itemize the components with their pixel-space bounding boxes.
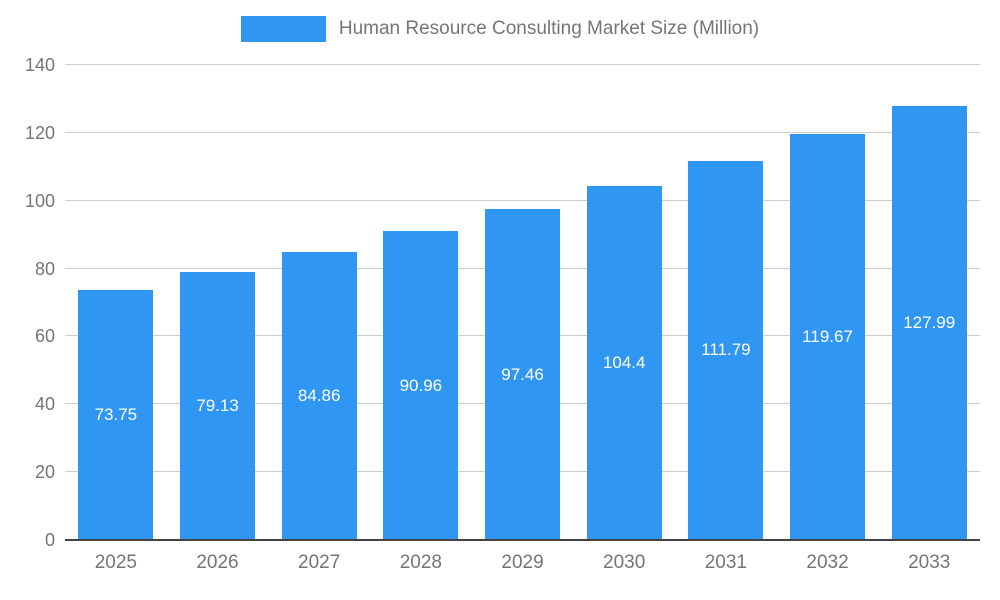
x-axis-labels: 2025 2026 2027 2028 2029 2030 2031 2032 2033	[65, 552, 980, 574]
x-tick-label: 2031	[704, 552, 747, 573]
bar-group: 79.13	[167, 65, 269, 540]
bar: 79.13	[179, 271, 256, 540]
bar-group: 104.4	[573, 65, 675, 540]
bar: 104.4	[586, 185, 662, 540]
bar: 111.79	[688, 160, 764, 540]
chart-legend: Human Resource Consulting Market Size (M…	[0, 16, 1000, 42]
bar-value-label: 79.13	[196, 395, 239, 415]
bar-group: 127.99	[878, 65, 980, 540]
y-tick-label: 20	[34, 462, 55, 483]
bar-group: 119.67	[777, 65, 879, 540]
x-tick-label: 2028	[399, 552, 442, 573]
bar-value-label: 111.79	[701, 340, 751, 360]
bar-group: 97.46	[472, 65, 574, 540]
bar-group: 111.79	[675, 65, 777, 540]
bar-group: 73.75	[65, 65, 167, 540]
x-tick-label: 2027	[298, 552, 341, 573]
bar: 73.75	[78, 289, 154, 540]
bar-value-label: 73.75	[94, 404, 138, 424]
y-tick-label: 80	[34, 258, 55, 279]
plot-area: 73.75 79.13 84.86 90.96 97.46 104.4 111.79 119.…	[65, 64, 980, 541]
bar: 84.86	[281, 252, 357, 540]
bar: 119.67	[789, 133, 866, 540]
gridline	[65, 64, 980, 65]
y-tick-label: 140	[24, 55, 55, 75]
x-tick-label: 2026	[196, 552, 239, 573]
y-tick-label: 100	[24, 190, 55, 211]
x-tick-label: 2033	[908, 552, 951, 573]
x-tick-label: 2032	[806, 552, 849, 573]
bar-group: 90.96	[370, 65, 472, 540]
legend-swatch	[240, 16, 326, 42]
bar-value-label: 97.46	[501, 364, 544, 384]
x-tick-label: 2025	[94, 552, 137, 573]
bar-group: 84.86	[268, 65, 370, 540]
y-tick-label: 120	[24, 122, 55, 143]
x-tick-label: 2029	[501, 552, 544, 573]
bar: 127.99	[891, 105, 967, 540]
chart-title: Human Resource Consulting Market Size (M…	[338, 18, 760, 39]
gridline	[65, 131, 980, 133]
bar-value-label: 104.4	[602, 352, 646, 372]
bar: 90.96	[383, 231, 459, 540]
bar-value-label: 90.96	[399, 375, 443, 395]
bar-value-label: 119.67	[802, 326, 853, 346]
y-tick-label: 40	[34, 394, 55, 415]
x-axis-line	[65, 539, 980, 541]
bar: 97.46	[484, 209, 561, 540]
x-tick-label: 2030	[603, 552, 646, 573]
bars: 73.75 79.13 84.86 90.96 97.46 104.4 111.79 119.…	[65, 65, 980, 540]
bar-value-label: 84.86	[297, 386, 341, 406]
y-tick-label: 0	[44, 530, 55, 550]
y-axis-labels: 0 20 40 60 80 100 120 140	[0, 56, 55, 549]
bar-value-label: 127.99	[903, 312, 956, 332]
gridline	[65, 199, 980, 201]
y-tick-label: 60	[34, 326, 55, 347]
